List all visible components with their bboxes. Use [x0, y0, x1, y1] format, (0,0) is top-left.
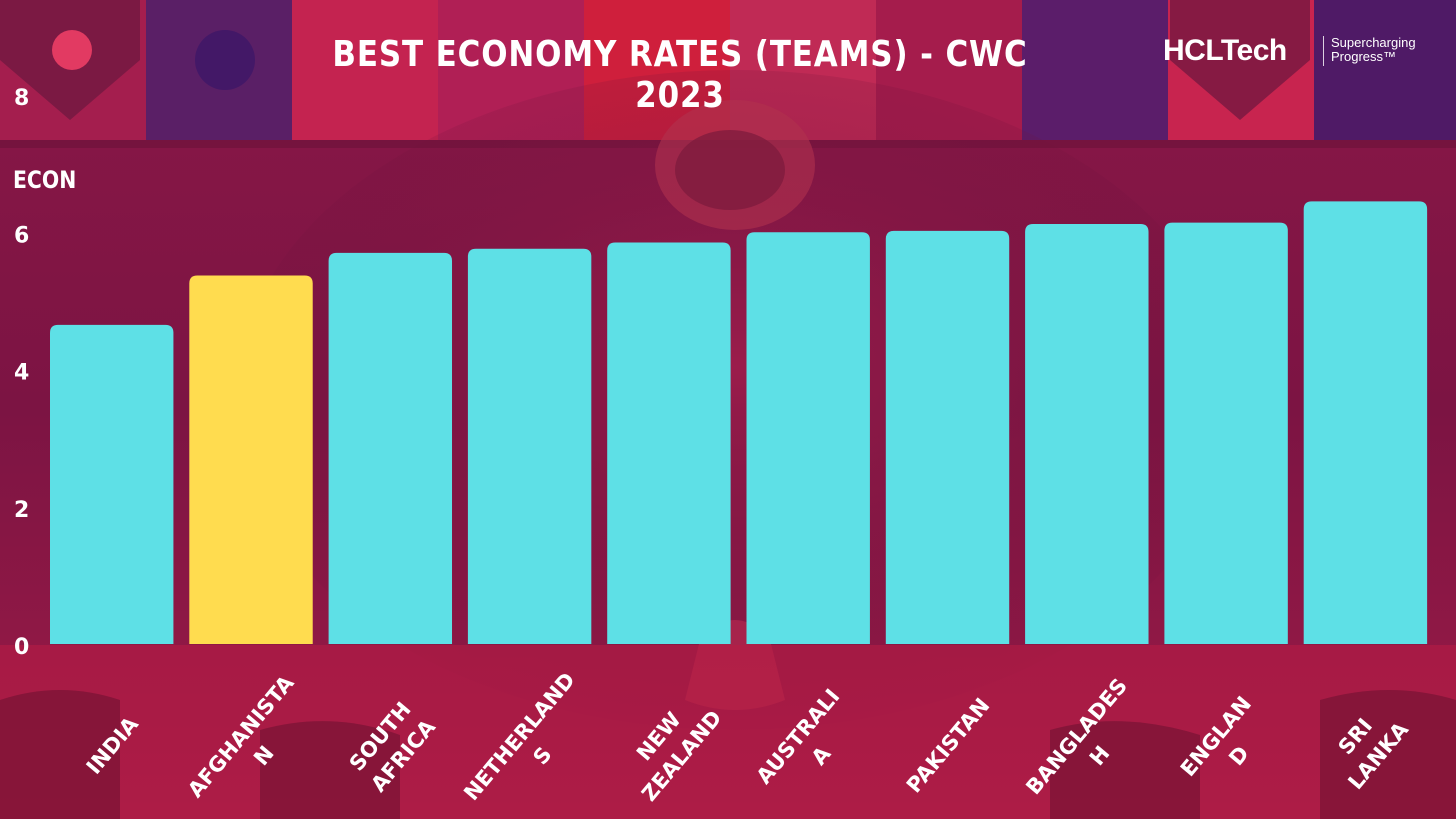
brand-tagline-line-1: Supercharging [1331, 35, 1416, 50]
bar-new-zealand [607, 242, 731, 644]
bar-pakistan [885, 230, 1010, 644]
bar-india [50, 324, 174, 644]
y-axis-ticks: 0 2 4 6 8 [14, 86, 29, 660]
y-tick-label-2: 4 [14, 361, 29, 386]
bar-south-africa [328, 252, 453, 644]
bar-bangladesh [1025, 224, 1149, 644]
bar-sri-lanka [1303, 201, 1428, 644]
bar-afghanistan [189, 275, 313, 644]
bar-series [50, 201, 1428, 644]
brand-name: HCLTech [1163, 34, 1287, 67]
y-tick-label-1: 2 [14, 498, 29, 523]
y-tick-label-3: 6 [14, 223, 29, 248]
bar-australia [746, 232, 870, 644]
brand-divider [1323, 36, 1324, 66]
y-tick-label-4: 8 [14, 86, 29, 111]
bar-netherlands [467, 248, 592, 644]
brand-tagline-line-2: Progress™ [1331, 49, 1397, 64]
chart-title: BEST ECONOMY RATES (TEAMS) - CWC 2023 [332, 34, 1028, 116]
brand-tagline: Supercharging Progress™ [1331, 36, 1441, 64]
y-tick-label-0: 0 [14, 635, 29, 660]
bar-england [1164, 222, 1288, 644]
y-axis-label: ECON [13, 166, 77, 194]
